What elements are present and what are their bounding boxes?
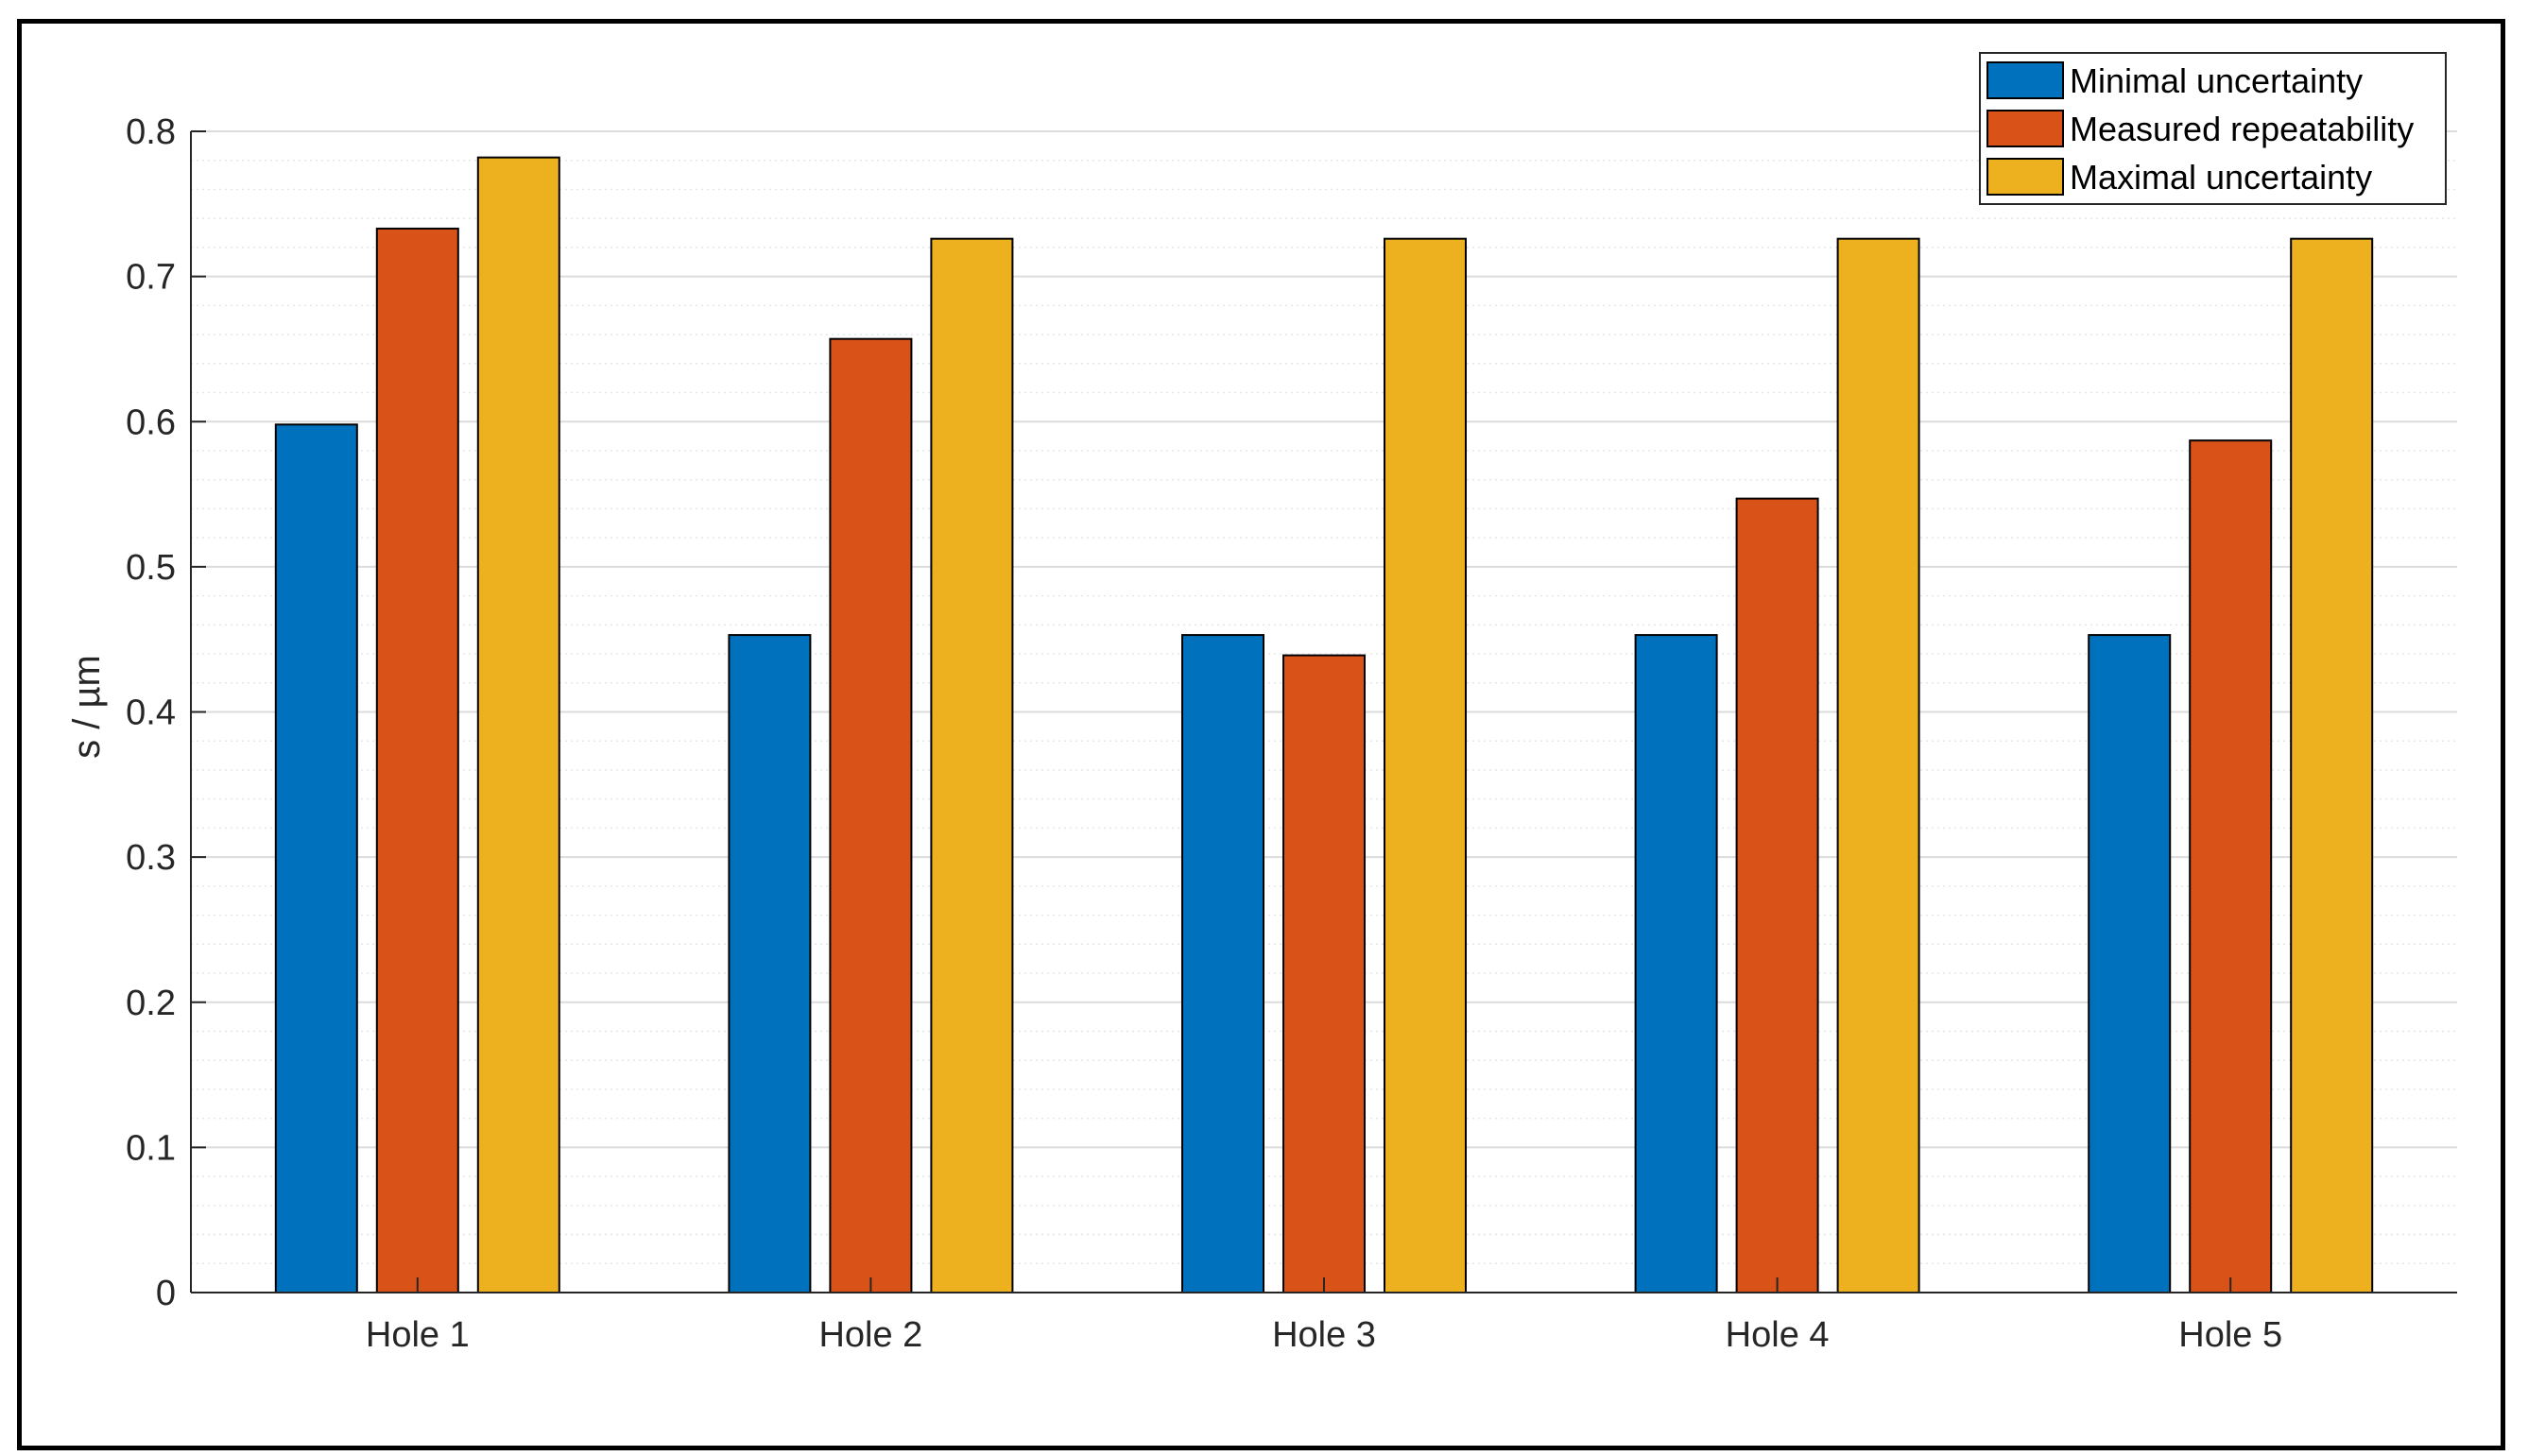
bar-maximal-uncertainty-hole-1 xyxy=(476,156,560,1294)
legend: Minimal uncertainty Measured repeatabilit… xyxy=(1979,52,2447,205)
y-tick-label: 0.3 xyxy=(126,838,176,878)
bar-maximal-uncertainty-hole-3 xyxy=(1384,237,1467,1293)
bar-maximal-uncertainty-hole-2 xyxy=(930,237,1014,1293)
bar-measured-repeatability-hole-1 xyxy=(375,227,459,1294)
y-tick-label: 0.8 xyxy=(126,112,176,152)
bar-minimal-uncertainty-hole-2 xyxy=(728,634,812,1293)
bar-minimal-uncertainty-hole-3 xyxy=(1181,634,1264,1293)
bar-maximal-uncertainty-hole-5 xyxy=(2290,237,2374,1293)
legend-swatch xyxy=(1986,110,2064,147)
x-tick-label: Hole 3 xyxy=(1272,1315,1376,1355)
x-tick-label: Hole 4 xyxy=(1726,1315,1830,1355)
axes xyxy=(190,130,2457,1293)
y-tick-label: 0.5 xyxy=(126,548,176,588)
bar-measured-repeatability-hole-2 xyxy=(829,337,913,1293)
bar-measured-repeatability-hole-4 xyxy=(1735,497,1819,1293)
x-tick-label: Hole 5 xyxy=(2178,1315,2282,1355)
x-tick-label: Hole 1 xyxy=(366,1315,470,1355)
bar-maximal-uncertainty-hole-4 xyxy=(1836,237,1920,1293)
y-tick-label: 0.2 xyxy=(126,984,176,1023)
x-tick-label: Hole 2 xyxy=(818,1315,922,1355)
legend-entry: Maximal uncertainty xyxy=(2070,158,2372,197)
legend-entry: Measured repeatability xyxy=(2070,110,2414,148)
bar-marks xyxy=(274,156,2374,1294)
bar-measured-repeatability-hole-3 xyxy=(1282,654,1366,1293)
y-tick-labels: 0 0.1 0.2 0.3 0.4 0.5 0.6 0.7 0.8 xyxy=(126,112,176,1313)
y-tick-label: 0.4 xyxy=(126,694,176,733)
bar-minimal-uncertainty-hole-5 xyxy=(2088,634,2172,1293)
x-tick-labels: Hole 1 Hole 2 Hole 3 Hole 4 Hole 5 xyxy=(366,1315,2282,1355)
y-tick-label: 0 xyxy=(156,1274,176,1313)
y-tick-label: 0.7 xyxy=(126,258,176,298)
legend-entry: Minimal uncertainty xyxy=(2070,61,2363,100)
bar-measured-repeatability-hole-5 xyxy=(2189,439,2273,1293)
y-axis-label: s / µm xyxy=(66,655,108,759)
y-tick-label: 0.1 xyxy=(126,1128,176,1168)
y-tick-label: 0.6 xyxy=(126,403,176,442)
bar-minimal-uncertainty-hole-1 xyxy=(274,423,358,1293)
legend-swatch xyxy=(1986,61,2064,99)
legend-swatch xyxy=(1986,158,2064,196)
bar-minimal-uncertainty-hole-4 xyxy=(1634,634,1718,1293)
